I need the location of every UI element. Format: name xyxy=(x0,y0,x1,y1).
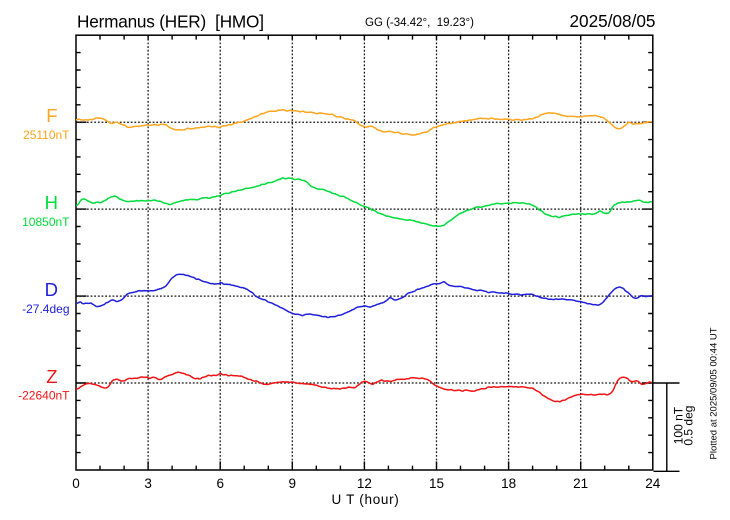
svg-text:0.5 deg: 0.5 deg xyxy=(681,406,695,446)
svg-text:-27.4deg: -27.4deg xyxy=(22,302,69,316)
svg-text:18: 18 xyxy=(501,476,516,491)
svg-text:0: 0 xyxy=(72,476,80,491)
svg-text:U T (hour): U T (hour) xyxy=(331,492,399,507)
svg-text:-22640nT: -22640nT xyxy=(18,389,70,403)
svg-text:100 nT: 100 nT xyxy=(671,406,685,444)
svg-text:Plotted at 2025/09/05 00:44 UT: Plotted at 2025/09/05 00:44 UT xyxy=(709,327,720,459)
svg-text:H: H xyxy=(45,192,58,213)
svg-text:3: 3 xyxy=(144,476,152,491)
svg-text:25110nT: 25110nT xyxy=(23,128,70,142)
svg-text:9: 9 xyxy=(289,476,297,491)
svg-text:21: 21 xyxy=(573,476,588,491)
svg-text:12: 12 xyxy=(357,476,372,491)
svg-text:GG (-34.42°, 19.23°): GG (-34.42°, 19.23°) xyxy=(365,17,474,29)
svg-text:Hermanus (HER) [HMO]: Hermanus (HER) [HMO] xyxy=(77,12,264,32)
svg-text:10850nT: 10850nT xyxy=(22,215,70,229)
svg-text:Z: Z xyxy=(46,366,57,387)
svg-text:6: 6 xyxy=(216,476,224,491)
svg-text:2025/08/05: 2025/08/05 xyxy=(569,11,655,31)
svg-text:D: D xyxy=(45,279,58,300)
svg-text:15: 15 xyxy=(429,476,444,491)
svg-text:24: 24 xyxy=(645,476,661,491)
svg-text:F: F xyxy=(46,105,57,126)
